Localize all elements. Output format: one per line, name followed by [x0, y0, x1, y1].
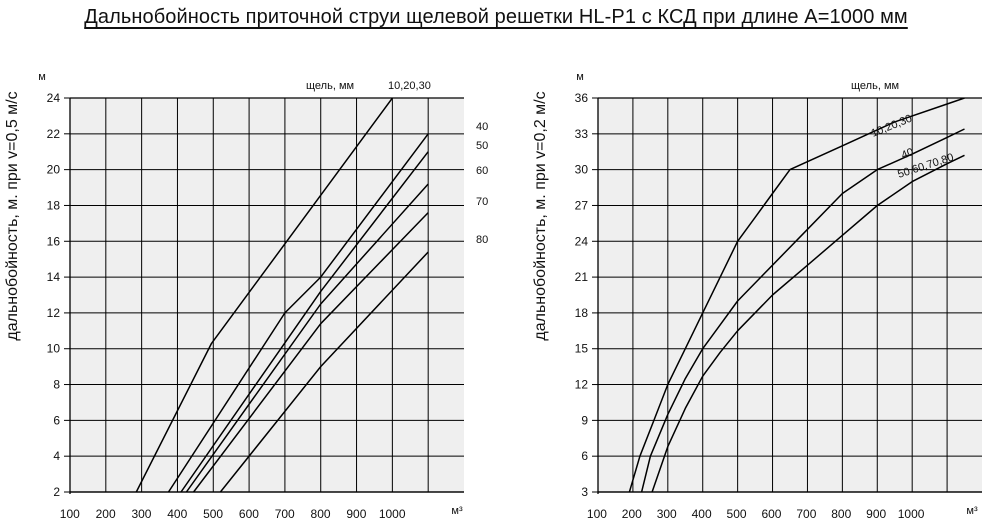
- x-tick-label: 600: [239, 507, 259, 521]
- x-tick-label: 700: [796, 507, 816, 521]
- x-tick-label: 600: [761, 507, 781, 521]
- x-tick-label: 400: [692, 507, 712, 521]
- series-label: 10,20,30: [388, 80, 431, 92]
- y-tick-label: 3: [581, 485, 588, 499]
- x-tick-label: 900: [346, 507, 366, 521]
- x-unit-label: м³: [966, 505, 978, 517]
- x-unit-label: м³: [451, 505, 463, 517]
- series-line: [167, 133, 429, 492]
- series-label: 40: [900, 146, 916, 162]
- y-tick-label: 21: [575, 270, 589, 284]
- y-tick-label: 18: [47, 198, 61, 212]
- series-line: [640, 128, 965, 492]
- y-axis-label: дальнобойность, м. при v=0,5 м/с: [4, 91, 21, 340]
- series-line: [219, 251, 429, 492]
- legend-title: щель, мм: [306, 80, 354, 92]
- series-line: [628, 98, 965, 492]
- y-tick-label: 18: [575, 306, 589, 320]
- y-tick-label: 36: [575, 91, 589, 105]
- x-tick-label: 900: [866, 507, 886, 521]
- x-tick-label: 300: [657, 507, 677, 521]
- series-label: 60: [476, 165, 488, 177]
- y-tick-label: 2: [53, 485, 60, 499]
- x-tick-label: 100: [587, 507, 607, 521]
- x-tick-label: 300: [131, 507, 151, 521]
- series-label: 80: [476, 234, 488, 246]
- x-tick-label: 200: [96, 507, 116, 521]
- series-line: [193, 212, 429, 492]
- y-tick-label: 27: [575, 198, 589, 212]
- x-tick-label: 1000: [379, 507, 406, 521]
- series-line: [135, 98, 394, 492]
- y-unit-label: м: [38, 71, 46, 83]
- y-tick-label: 24: [575, 234, 589, 248]
- series-line: [180, 151, 429, 492]
- y-unit-label: м: [576, 71, 584, 83]
- page-title: Дальнобойность приточной струи щелевой р…: [84, 6, 908, 28]
- y-tick-label: 10: [47, 342, 61, 356]
- y-tick-label: 33: [575, 127, 589, 141]
- series-label: 70: [476, 196, 488, 208]
- y-tick-label: 9: [581, 413, 588, 427]
- x-tick-label: 500: [203, 507, 223, 521]
- y-tick-label: 4: [53, 449, 60, 463]
- y-axis-label: дальнобойность, м. при v=0,2 м/с: [532, 91, 549, 340]
- x-tick-label: 800: [831, 507, 851, 521]
- y-tick-label: 30: [575, 163, 589, 177]
- x-tick-label: 700: [275, 507, 295, 521]
- series-label: 50: [476, 140, 488, 152]
- x-tick-label: 200: [622, 507, 642, 521]
- x-tick-label: 800: [311, 507, 331, 521]
- x-tick-label: 1000: [898, 507, 925, 521]
- y-tick-label: 6: [53, 413, 60, 427]
- x-tick-label: 500: [727, 507, 747, 521]
- y-tick-label: 16: [47, 234, 61, 248]
- series-line: [185, 183, 429, 492]
- plot-area: [70, 98, 464, 492]
- y-tick-label: 12: [47, 306, 61, 320]
- plot-area: [598, 98, 982, 492]
- series-line: [651, 154, 965, 492]
- y-tick-label: 6: [581, 449, 588, 463]
- y-tick-label: 8: [53, 378, 60, 392]
- y-tick-label: 14: [47, 270, 61, 284]
- y-tick-label: 12: [575, 378, 589, 392]
- y-tick-label: 24: [47, 91, 61, 105]
- y-tick-label: 20: [47, 163, 61, 177]
- y-tick-label: 15: [575, 342, 589, 356]
- x-tick-label: 400: [167, 507, 187, 521]
- y-tick-label: 22: [47, 127, 61, 141]
- series-label: 40: [476, 121, 488, 133]
- legend-title: щель, мм: [851, 80, 899, 92]
- x-tick-label: 100: [60, 507, 80, 521]
